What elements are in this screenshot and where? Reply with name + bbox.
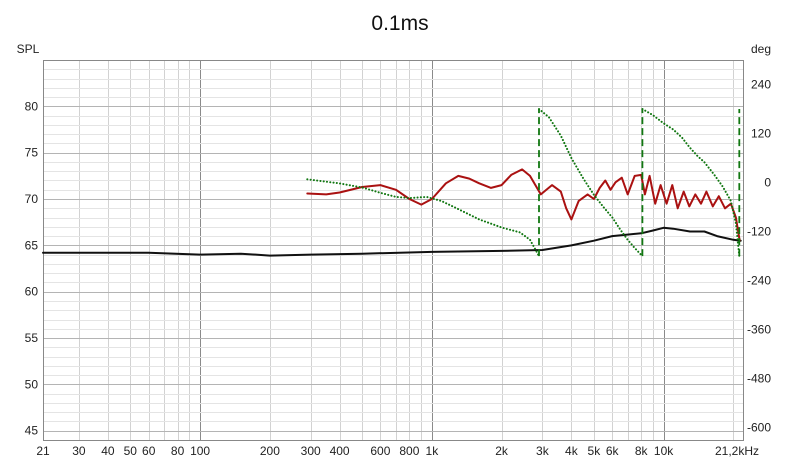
y-tick-label: 70 — [25, 192, 39, 206]
y-tick-label: 80 — [25, 99, 39, 113]
x-tick-label: 5k — [588, 444, 602, 458]
y2-tick-label: -360 — [747, 323, 771, 337]
x-tick-label: 3k — [536, 444, 550, 458]
x-tick-label: 60 — [142, 444, 156, 458]
series-line-0 — [42, 226, 742, 257]
y2-tick-label: 0 — [764, 176, 771, 190]
y2-tick-labels: -600 -480 -360 -240 -120 0 120 240 — [747, 78, 771, 435]
y2-axis-title: deg — [751, 42, 771, 56]
x-tick-label: 80 — [171, 444, 185, 458]
x-tick-label: 800 — [399, 444, 419, 458]
y-tick-label: 45 — [25, 424, 39, 438]
series-line-1 — [306, 168, 741, 242]
x-tick-label: 1k — [426, 444, 440, 458]
chart-title: 0.1ms — [371, 12, 428, 35]
x-tick-label: 6k — [606, 444, 620, 458]
x-tick-label: 4k — [565, 444, 579, 458]
y-tick-label: 75 — [25, 146, 39, 160]
x-tick-label: 8k — [635, 444, 649, 458]
x-tick-label: 200 — [260, 444, 280, 458]
y2-tick-label: 240 — [751, 78, 771, 92]
x-tick-label: 2k — [495, 444, 509, 458]
x-tick-label: 400 — [330, 444, 350, 458]
y-tick-label: 55 — [25, 331, 39, 345]
series-line-4 — [538, 108, 644, 258]
x-tick-label: 10k — [654, 444, 674, 458]
y2-tick-label: 120 — [751, 127, 771, 141]
x-tick-label: 300 — [301, 444, 321, 458]
y2-tick-label: -240 — [747, 274, 771, 288]
x-tick-label: 600 — [370, 444, 390, 458]
series-line-2 — [306, 178, 540, 258]
x-tick-labels: 21 30 40 50 60 80 100 200 300 400 600 800 1k 2k 3k 4k 5k… — [36, 444, 759, 458]
y-axis-title: SPL — [17, 42, 40, 56]
y2-tick-label: -120 — [747, 225, 771, 239]
y2-tick-label: -480 — [747, 372, 771, 386]
x-tick-label: 21 — [36, 444, 50, 458]
y-tick-label: 50 — [25, 377, 39, 391]
y-tick-labels: 45 50 55 60 65 70 75 80 — [25, 99, 39, 437]
plot-frame — [43, 60, 744, 441]
y-tick-label: 60 — [25, 285, 39, 299]
x-tick-label: 50 — [124, 444, 138, 458]
grid — [43, 60, 743, 441]
series-layer — [42, 108, 742, 258]
x-tick-label: 30 — [72, 444, 86, 458]
series-line-6 — [641, 108, 741, 258]
y2-tick-label: -600 — [747, 421, 771, 435]
y-tick-label: 65 — [25, 238, 39, 252]
x-tick-label: 40 — [101, 444, 115, 458]
x-tick-label: 100 — [190, 444, 210, 458]
x-tick-label: 21,2kHz — [715, 444, 759, 458]
